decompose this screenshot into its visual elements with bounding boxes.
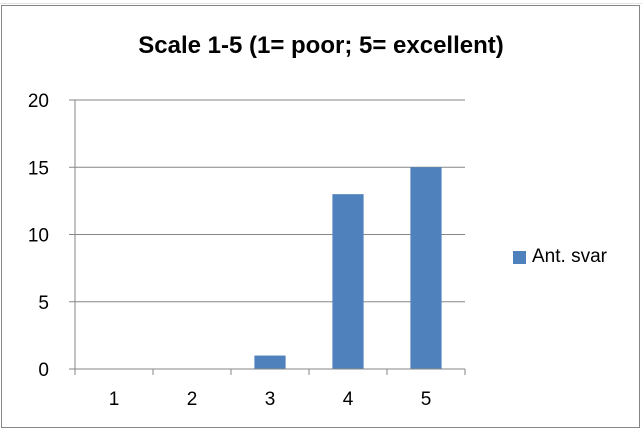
x-tick-label: 3 <box>265 389 276 410</box>
top-strip <box>0 0 642 4</box>
x-tick-label: 5 <box>421 389 432 410</box>
y-tick-label: 0 <box>38 360 49 381</box>
y-tick-label: 5 <box>38 293 49 314</box>
chart-title: Scale 1-5 (1= poor; 5= excellent) <box>138 32 504 59</box>
legend: Ant. svar <box>513 246 607 268</box>
x-tick-label: 4 <box>343 389 354 410</box>
y-tick-label: 15 <box>28 158 49 179</box>
y-tick-label: 10 <box>28 226 49 247</box>
y-tick-label: 20 <box>28 91 49 112</box>
legend-swatch <box>513 250 526 264</box>
chart-frame <box>1 5 640 428</box>
bar <box>332 194 364 369</box>
legend-label: Ant. svar <box>532 246 607 267</box>
bar <box>254 355 286 369</box>
x-tick-label: 1 <box>109 389 120 410</box>
x-tick-label: 2 <box>187 389 198 410</box>
bar <box>410 167 442 369</box>
